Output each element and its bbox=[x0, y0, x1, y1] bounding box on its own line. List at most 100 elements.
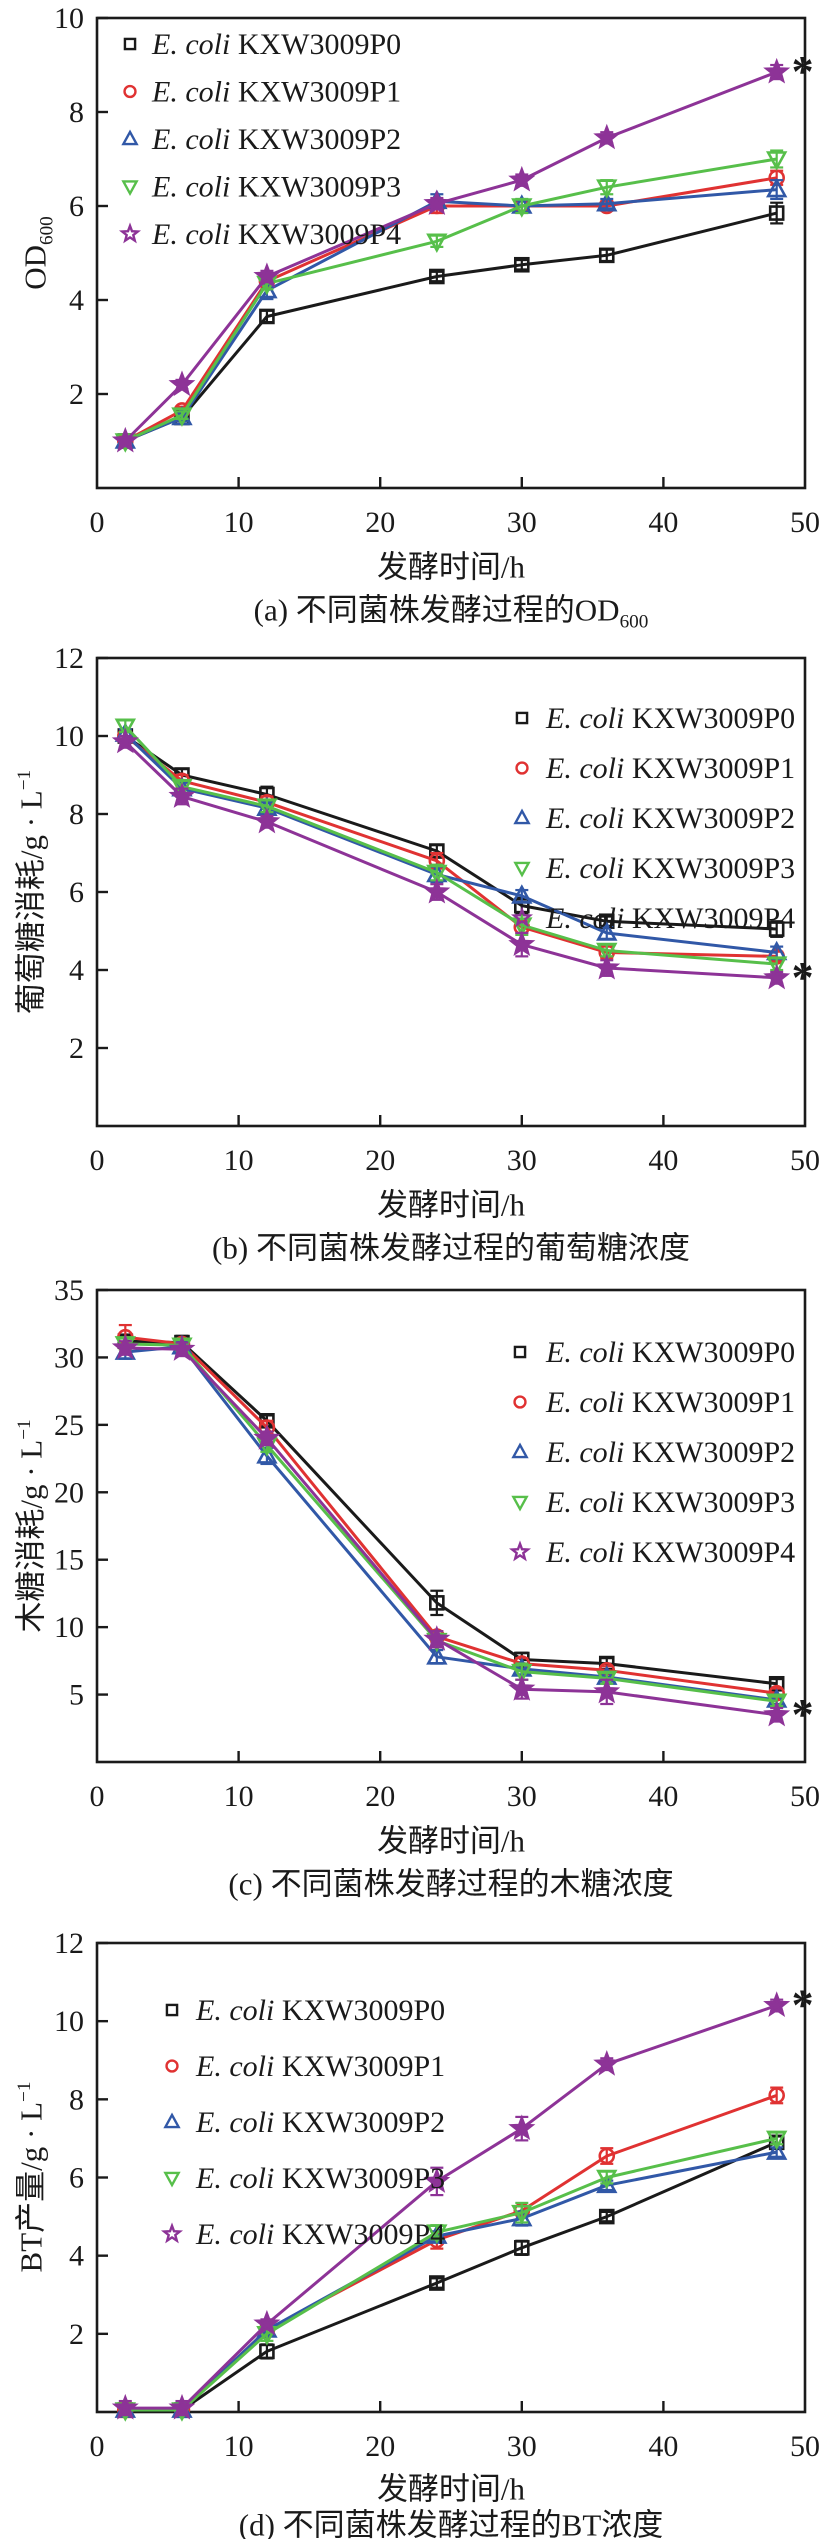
x-tick-label: 30 bbox=[507, 506, 537, 539]
legend-label: E. coli KXW3009P2 bbox=[151, 123, 401, 156]
triangle-up-marker bbox=[513, 808, 531, 825]
y-tick-label: 10 bbox=[54, 720, 84, 753]
star-marker bbox=[763, 963, 791, 990]
triangle-up-marker bbox=[163, 2112, 181, 2129]
legend-label: E. coli KXW3009P0 bbox=[545, 1336, 795, 1369]
circle-marker bbox=[123, 84, 137, 99]
y-tick-label: 12 bbox=[54, 642, 84, 675]
triangle-up-marker bbox=[596, 191, 618, 212]
caption-d: (d) 不同菌株发酵过程的BT浓度 bbox=[238, 2507, 664, 2539]
x-axis-label-c: 发酵时间/h bbox=[376, 1823, 526, 1859]
legend-label: E. coli KXW3009P3 bbox=[195, 2162, 445, 2195]
legend-label: E. coli KXW3009P2 bbox=[195, 2106, 445, 2139]
circle-marker bbox=[515, 761, 529, 775]
square-marker bbox=[515, 711, 529, 725]
square-marker bbox=[598, 247, 615, 264]
triangle-up-marker bbox=[511, 884, 533, 904]
y-tick-label: 4 bbox=[69, 284, 84, 317]
x-tick-label: 10 bbox=[224, 2430, 254, 2463]
series-KXW3009P4 bbox=[111, 1333, 791, 1727]
legend-label: E. coli KXW3009P3 bbox=[545, 852, 795, 885]
significance-asterisk: * bbox=[792, 1981, 814, 2030]
triangle-down-marker bbox=[114, 718, 137, 738]
star-marker bbox=[510, 906, 534, 928]
star-marker bbox=[253, 2309, 281, 2336]
y-tick-label: 6 bbox=[69, 190, 84, 223]
star-marker bbox=[508, 930, 536, 957]
star-marker bbox=[593, 123, 621, 150]
y-tick-label: 2 bbox=[69, 1032, 84, 1065]
square-marker bbox=[513, 256, 530, 273]
circle-marker bbox=[513, 1395, 527, 1409]
x-tick-label: 40 bbox=[648, 1780, 678, 1813]
series-line bbox=[125, 2093, 778, 2412]
x-tick-label: 0 bbox=[90, 2430, 105, 2463]
y-tick-label: 6 bbox=[69, 876, 84, 909]
significance-asterisk: * bbox=[792, 47, 814, 96]
series-line bbox=[124, 157, 777, 443]
legend-label: E. coli KXW3009P2 bbox=[545, 1436, 795, 1469]
legend-b: E. coli KXW3009P0 E. coli KXW3009P1 E. col… bbox=[510, 702, 795, 935]
x-tick-label: 50 bbox=[790, 1780, 820, 1813]
y-tick-label: 15 bbox=[54, 1544, 84, 1577]
y-tick-label: 10 bbox=[54, 2005, 84, 2038]
y-tick-label: 12 bbox=[54, 1927, 84, 1960]
legend-label: E. coli KXW3009P1 bbox=[545, 752, 795, 785]
star-marker bbox=[508, 2114, 536, 2141]
triangle-down-marker bbox=[511, 1495, 529, 1512]
y-tick-label: 8 bbox=[69, 2083, 84, 2116]
triangle-down-marker bbox=[596, 942, 618, 963]
y-tick-label: 8 bbox=[69, 798, 84, 831]
triangle-down-marker bbox=[765, 1693, 788, 1714]
triangle-down-marker bbox=[765, 151, 788, 171]
star-marker bbox=[593, 2050, 621, 2076]
square-marker bbox=[768, 205, 785, 221]
legend-label: E. coli KXW3009P4 bbox=[545, 902, 795, 935]
legend-label: E. coli KXW3009P4 bbox=[151, 218, 401, 251]
significance-asterisk: * bbox=[792, 953, 814, 1002]
y-tick-label: 8 bbox=[69, 96, 84, 129]
star-marker bbox=[111, 1333, 139, 1360]
star-marker bbox=[423, 1625, 451, 1651]
triangle-up-marker bbox=[765, 177, 788, 198]
square-marker bbox=[123, 37, 137, 51]
x-tick-label: 10 bbox=[224, 1780, 254, 1813]
triangle-down-marker bbox=[121, 180, 139, 197]
triangle-down-marker bbox=[511, 2204, 533, 2225]
legend-label: E. coli KXW3009P1 bbox=[195, 2050, 445, 2083]
x-tick-label: 0 bbox=[90, 1144, 105, 1177]
x-tick-label: 30 bbox=[507, 2430, 537, 2463]
triangle-up-marker bbox=[256, 1444, 278, 1464]
star-marker bbox=[763, 1700, 791, 1727]
y-tick-label: 4 bbox=[69, 954, 84, 987]
triangle-down-marker bbox=[513, 861, 531, 878]
legend-label: E. coli KXW3009P3 bbox=[545, 1486, 795, 1519]
triangle-up-marker bbox=[426, 1645, 448, 1665]
triangle-down-marker bbox=[765, 956, 788, 976]
x-tick-label: 20 bbox=[365, 2430, 395, 2463]
star-marker bbox=[118, 222, 142, 244]
series-KXW3009P1 bbox=[117, 169, 785, 450]
y-axis-label-b: 葡萄糖消耗/g · L−1 bbox=[13, 769, 49, 1015]
triangle-down-marker bbox=[511, 198, 533, 218]
legend-label: E. coli KXW3009P0 bbox=[151, 28, 401, 61]
caption-c: (c) 不同菌株发酵过程的木糖浓度 bbox=[228, 1866, 674, 1902]
x-tick-label: 20 bbox=[365, 1780, 395, 1813]
y-tick-label: 5 bbox=[69, 1679, 84, 1712]
triangle-down-marker bbox=[426, 2224, 448, 2244]
square-marker bbox=[513, 2240, 530, 2256]
y-tick-label: 35 bbox=[54, 1274, 84, 1307]
star-marker bbox=[168, 1335, 196, 1361]
triangle-up-marker bbox=[765, 2140, 788, 2160]
x-tick-label: 0 bbox=[90, 506, 105, 539]
y-tick-label: 20 bbox=[54, 1476, 84, 1509]
triangle-down-marker bbox=[765, 2130, 788, 2151]
x-tick-label: 30 bbox=[507, 1144, 537, 1177]
star-marker bbox=[508, 165, 536, 192]
star-marker bbox=[763, 1991, 791, 2018]
x-axis-label-d: 发酵时间/h bbox=[376, 2471, 526, 2507]
legend-a: E. coli KXW3009P0 E. coli KXW3009P1 E. col… bbox=[118, 28, 401, 251]
